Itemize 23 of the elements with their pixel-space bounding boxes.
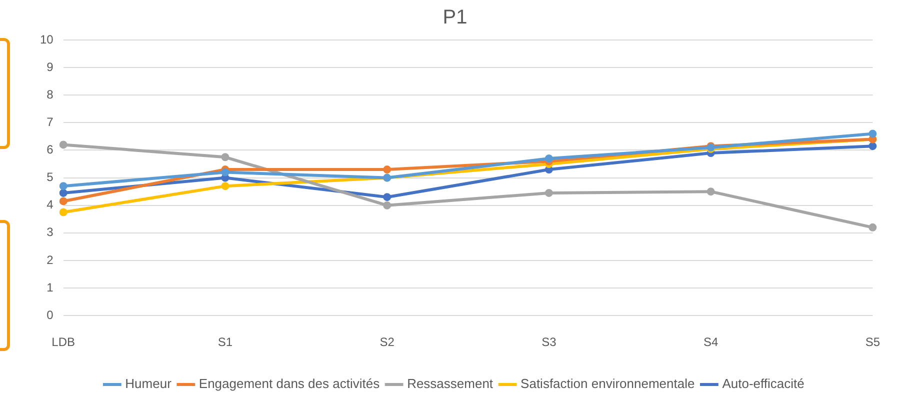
x-tick-label: LDB: [52, 335, 76, 350]
x-tick-label: S2: [380, 335, 395, 350]
x-tick-label: S5: [865, 335, 880, 350]
y-tick-label: 1: [46, 280, 54, 294]
legend-label: Auto-efficacité: [722, 376, 804, 392]
x-tick-label: S3: [542, 335, 557, 350]
y-tick-label: 3: [46, 225, 54, 240]
y-tick-label: 2: [46, 252, 54, 267]
y-tick-label: 4: [46, 198, 54, 212]
y-tick-label: 7: [46, 114, 54, 129]
legend-label: Ressassement: [407, 376, 494, 392]
chart-title: P1: [442, 6, 468, 29]
legend-label: Engagement dans des activités: [198, 376, 380, 392]
y-tick-label: 0: [46, 308, 54, 322]
x-tick-label: S4: [703, 335, 718, 350]
y-tick-label: 9: [46, 60, 54, 74]
y-tick-label: 10: [40, 32, 54, 46]
y-tick-label: 6: [46, 142, 54, 157]
legend-label: Satisfaction environnementale: [520, 376, 695, 392]
y-tick-label: 5: [46, 170, 54, 184]
y-tick-label: 8: [46, 87, 54, 102]
x-tick-label: S1: [218, 335, 233, 350]
legend-label: Humeur: [125, 376, 172, 392]
